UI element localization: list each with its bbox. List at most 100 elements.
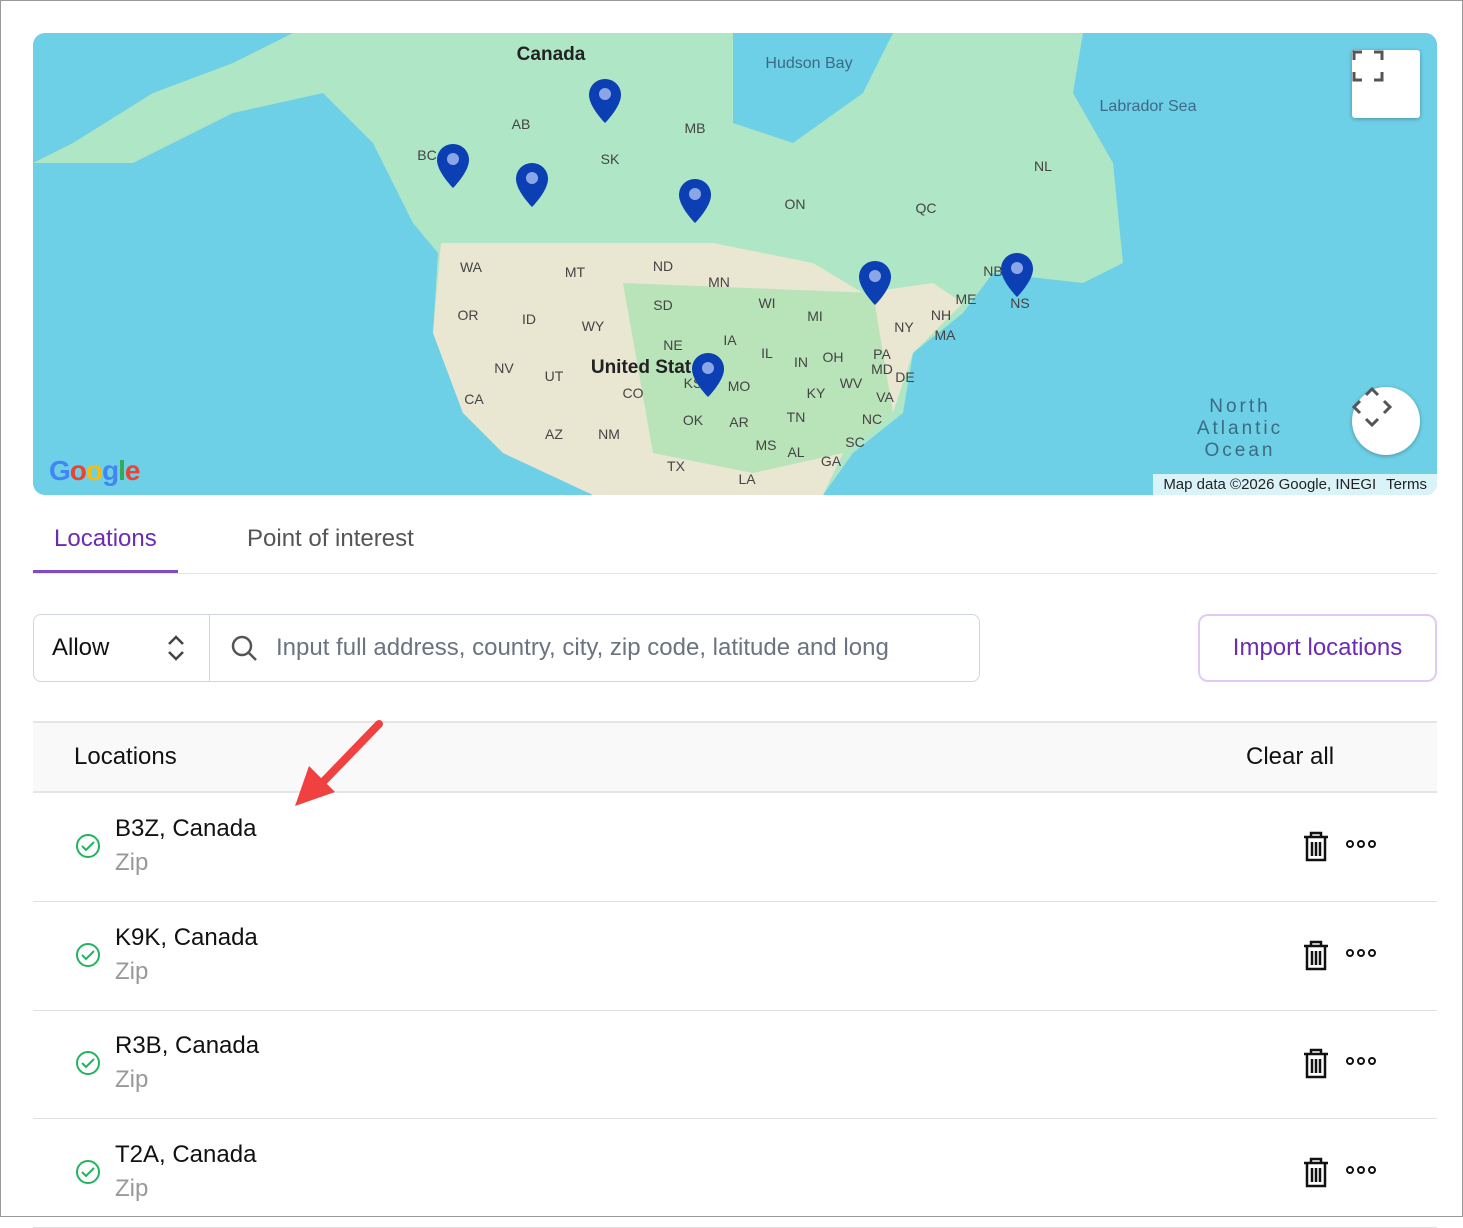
map-label-region: NB [983, 263, 1003, 279]
map-label-region: PA [873, 346, 891, 362]
map-label-region: NM [598, 426, 620, 442]
import-locations-button[interactable]: Import locations [1198, 614, 1437, 682]
map-label-region: ON [784, 196, 806, 212]
table-row: K9K, Canada Zip [33, 902, 1437, 1011]
table-row: T2A, Canada Zip [33, 1119, 1437, 1228]
map-label-region: NC [861, 411, 883, 427]
more-options-icon[interactable] [1345, 948, 1377, 958]
location-name: T2A, Canada [115, 1140, 257, 1168]
map-label-region: VA [876, 389, 894, 405]
pan-control-button[interactable] [1352, 387, 1420, 455]
location-type: Zip [115, 849, 149, 876]
location-name: K9K, Canada [115, 923, 258, 951]
map-label-region: MI [807, 308, 823, 324]
map-label-region: GA [820, 453, 842, 469]
map-marker-icon[interactable] [999, 251, 1035, 299]
map-label-region: LA [738, 471, 756, 487]
table-row: R3B, Canada Zip [33, 1010, 1437, 1119]
map-label-region: IL [761, 345, 773, 361]
map-label-united-states: United Stat [590, 357, 692, 378]
map-label-hudson-bay: Hudson Bay [765, 55, 853, 72]
more-options-icon[interactable] [1345, 839, 1377, 849]
map-label-region: ND [652, 258, 674, 274]
map-label-region: ID [522, 311, 536, 327]
fullscreen-icon [1352, 50, 1384, 82]
map-label-region: NH [930, 307, 952, 323]
map-label-region: MA [934, 327, 956, 343]
map-label-region: SC [845, 434, 865, 450]
map-label-region: KY [806, 385, 826, 401]
pan-arrows-icon [1352, 387, 1392, 427]
map-label-labrador-sea: Labrador Sea [1099, 98, 1197, 115]
map-marker-icon[interactable] [677, 177, 713, 225]
trash-icon[interactable] [1301, 1047, 1331, 1079]
fullscreen-button[interactable] [1352, 50, 1420, 118]
more-options-icon[interactable] [1345, 1056, 1377, 1066]
map[interactable]: Canada United Stat Hudson Bay Labrador Sea N… [33, 33, 1437, 495]
map-label-region: QC [915, 200, 937, 216]
mode-select[interactable]: Allow [34, 615, 210, 681]
location-type: Zip [115, 957, 149, 985]
map-label-region: NE [663, 337, 683, 353]
map-label-region: TN [786, 409, 806, 425]
map-label-region: WY [581, 318, 605, 334]
location-type: Zip [115, 1066, 149, 1093]
map-label-region: SK [600, 151, 620, 167]
map-attribution: Map data ©2026 Google, INEGI [1163, 476, 1377, 493]
map-label-north-atlantic-ocean: North Atlantic Ocean [1196, 396, 1284, 461]
terms-link[interactable]: Terms [1386, 476, 1427, 493]
location-filter: Allow [33, 614, 980, 682]
check-circle-icon [76, 1051, 100, 1075]
search-icon [231, 635, 257, 661]
more-options-icon[interactable] [1345, 1165, 1377, 1175]
location-name: B3Z, Canada [115, 815, 257, 842]
chevron-up-down-icon [168, 635, 184, 661]
column-header-locations: Locations [74, 743, 177, 770]
trash-icon[interactable] [1301, 830, 1331, 862]
map-label-region: NL [1034, 158, 1052, 174]
mode-select-value: Allow [52, 634, 110, 661]
map-label-region: NY [894, 319, 914, 335]
map-label-region: MN [708, 274, 730, 290]
map-marker-icon[interactable] [435, 142, 471, 190]
map-label-region: OR [457, 307, 479, 323]
trash-icon[interactable] [1301, 939, 1331, 971]
map-label-region: IA [723, 332, 737, 348]
map-label-region: NS [1010, 295, 1030, 311]
trash-icon[interactable] [1301, 1156, 1331, 1188]
location-type: Zip [115, 1174, 149, 1202]
map-label-region: SD [653, 297, 673, 313]
map-label-region: AB [511, 116, 531, 132]
map-label-region: CA [464, 391, 484, 407]
tab-point-of-interest[interactable]: Point of interest [247, 525, 414, 552]
map-label-region: DE [895, 369, 915, 385]
map-label-region: IN [794, 354, 808, 370]
check-circle-icon [76, 1159, 100, 1184]
map-marker-icon[interactable] [690, 351, 726, 399]
annotation-arrow [295, 720, 383, 806]
check-circle-icon [76, 834, 100, 858]
map-label-region: WV [839, 375, 863, 391]
map-label-region: OK [682, 412, 704, 428]
map-label-region: MT [564, 264, 586, 280]
map-marker-icon[interactable] [857, 259, 893, 307]
map-label-region: AL [787, 444, 805, 460]
table-row: B3Z, Canada Zip [33, 793, 1437, 902]
map-label-region: ME [955, 291, 977, 307]
map-label-region: CO [622, 385, 644, 401]
map-marker-icon[interactable] [514, 161, 550, 209]
tab-locations[interactable]: Locations [33, 516, 178, 573]
map-label-region: AR [729, 414, 749, 430]
location-name: R3B, Canada [115, 1032, 260, 1059]
map-marker-icon[interactable] [587, 77, 623, 125]
map-label-region: MO [727, 378, 751, 394]
map-label-region: MS [755, 437, 777, 453]
map-label-region: UT [544, 368, 564, 384]
map-label-region: NV [494, 360, 514, 376]
map-label-region: BC [417, 147, 437, 163]
clear-all-button[interactable]: Clear all [1246, 743, 1335, 770]
map-label-canada: Canada [516, 44, 586, 65]
search-input[interactable] [276, 634, 976, 662]
map-label-region: OH [822, 349, 844, 365]
map-label-region: AZ [545, 426, 563, 442]
